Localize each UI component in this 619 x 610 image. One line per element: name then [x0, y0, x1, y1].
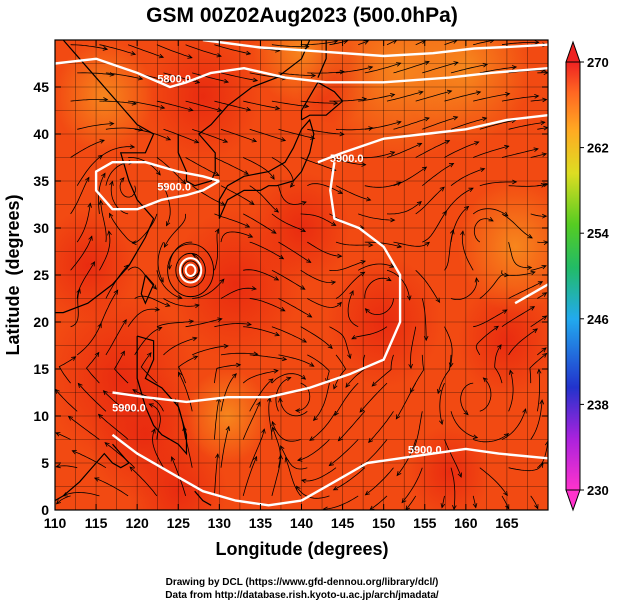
- warm-patch: [39, 209, 137, 322]
- contour-label: 5900.0: [112, 402, 146, 414]
- x-tick-label: 150: [372, 515, 396, 531]
- x-tick-label: 140: [290, 515, 314, 531]
- y-tick-label: 15: [33, 361, 49, 377]
- x-tick-label: 120: [125, 515, 149, 531]
- colorbar-top-arrow: [566, 42, 580, 62]
- x-tick-label: 145: [331, 515, 355, 531]
- x-tick-label: 130: [208, 515, 232, 531]
- contour-label: 5800.0: [157, 73, 191, 85]
- y-tick-label: 5: [41, 455, 49, 471]
- colorbar-body: [566, 62, 580, 490]
- contour-label: 5900.0: [157, 181, 191, 193]
- credit-line-1: Drawing by DCL (https://www.gfd-dennou.o…: [166, 577, 439, 588]
- y-tick-label: 35: [33, 173, 49, 189]
- colorbar-tick-label: 238: [587, 397, 609, 412]
- colorbar: 230 238 246 254 262 270: [566, 42, 609, 510]
- y-tick-label: 10: [33, 408, 49, 424]
- cool-patch: [458, 181, 573, 313]
- x-tick-label: 125: [167, 515, 191, 531]
- credit-line-2: Data from http://database.rish.kyoto-u.a…: [165, 590, 439, 601]
- colorbar-bottom-arrow: [566, 490, 580, 510]
- x-tick-label: 165: [495, 515, 519, 531]
- y-tick-label: 0: [41, 502, 49, 518]
- cool-patch: [55, 40, 153, 153]
- y-axis-label: Latitude (degrees): [3, 194, 23, 355]
- colorbar-tick-label: 262: [587, 141, 609, 156]
- colorbar-tick-label: 270: [587, 55, 609, 70]
- x-axis-label: Longitude (degrees): [215, 539, 388, 559]
- x-tick-label: 160: [454, 515, 478, 531]
- x-tick-label: 155: [413, 515, 437, 531]
- coastline: [228, 510, 261, 515]
- warm-patch: [146, 31, 261, 163]
- contour-label: 5900.0: [408, 445, 442, 457]
- chart-title: GSM 00Z02Aug2023 (500.0hPa): [146, 4, 458, 27]
- y-tick-label: 20: [33, 314, 49, 330]
- colorbar-tick-label: 254: [587, 226, 609, 241]
- colorbar-ticks: 230 238 246 254 262 270: [580, 55, 609, 498]
- colorbar-tick-label: 246: [587, 312, 609, 327]
- y-tick-label: 30: [33, 220, 49, 236]
- x-tick-label: 135: [249, 515, 273, 531]
- colorbar-tick-label: 230: [587, 483, 609, 498]
- y-tick-label: 40: [33, 126, 49, 142]
- y-tick-label: 45: [33, 79, 49, 95]
- x-tick-label: 115: [85, 515, 108, 531]
- contour-label: 5900.0: [330, 153, 364, 165]
- y-tick-label: 25: [33, 267, 49, 283]
